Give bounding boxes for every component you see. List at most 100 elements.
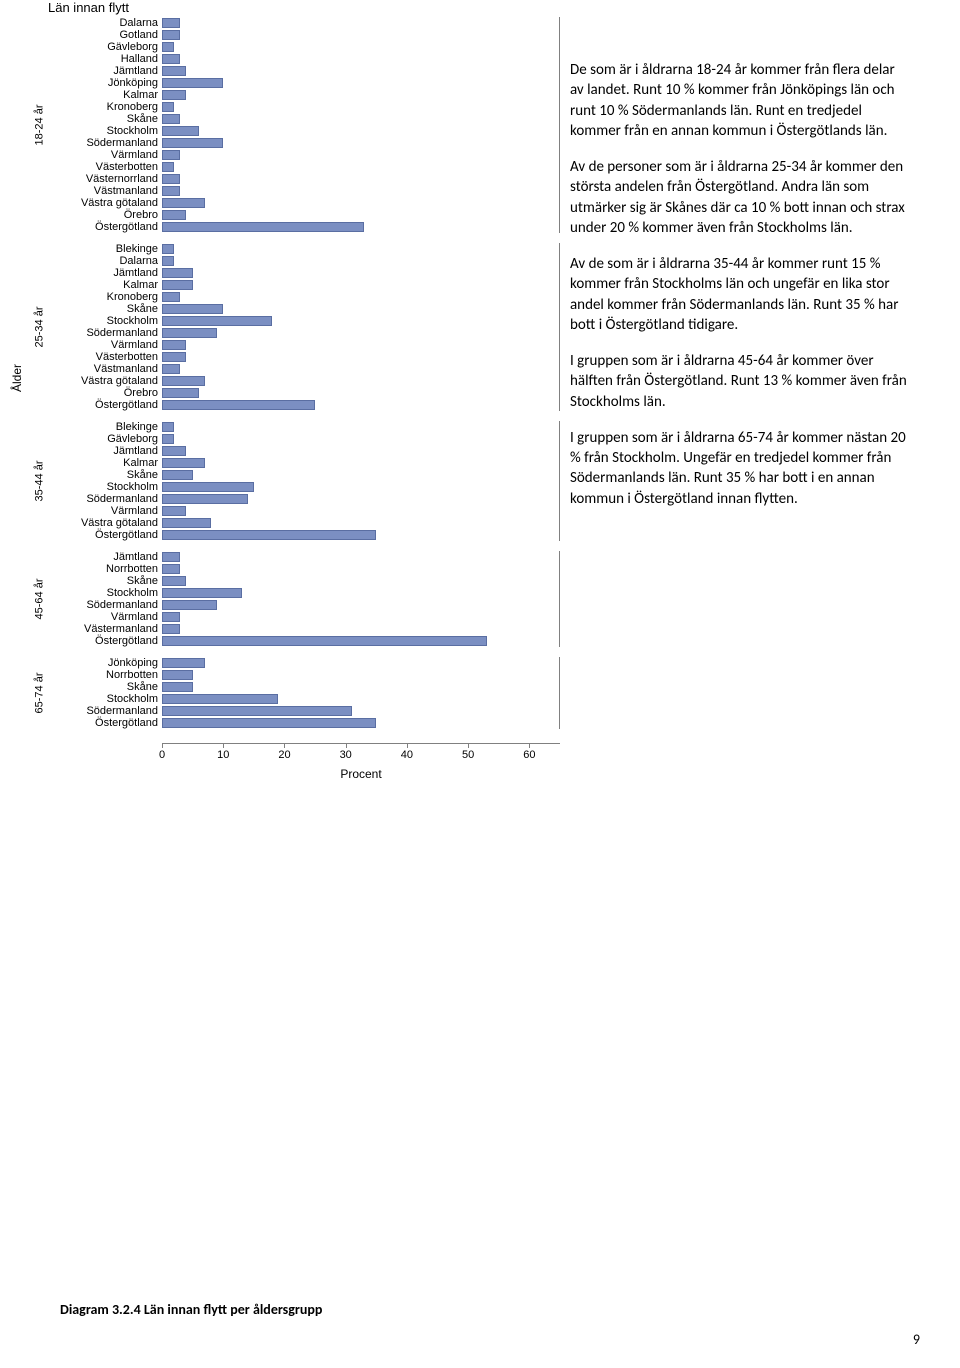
x-tick-label: 40 — [401, 749, 413, 761]
plot-cell — [162, 457, 560, 469]
plot-border-right — [559, 77, 560, 89]
bar-row: Kronoberg — [52, 291, 560, 303]
category-label: Västerbotten — [52, 351, 162, 363]
x-tick-label: 10 — [217, 749, 229, 761]
bar — [162, 222, 364, 232]
bar — [162, 636, 487, 646]
plot-border-right — [559, 279, 560, 291]
plot-cell — [162, 563, 560, 575]
bar — [162, 518, 211, 528]
plot-border-right — [559, 375, 560, 387]
plot-cell — [162, 291, 560, 303]
plot-border-right — [559, 505, 560, 517]
plot-border-right — [559, 89, 560, 101]
plot-border-right — [559, 267, 560, 279]
plot-cell — [162, 303, 560, 315]
bar-row: Gävleborg — [52, 41, 560, 53]
category-label: Dalarna — [52, 255, 162, 267]
group-label-container: 25-34 år — [26, 243, 52, 411]
category-label: Stockholm — [52, 125, 162, 137]
plot-cell — [162, 445, 560, 457]
bar-row: Värmland — [52, 611, 560, 623]
diagram-caption: Diagram 3.2.4 Län innan flytt per ålders… — [60, 1301, 322, 1318]
x-tick-label: 0 — [159, 749, 165, 761]
bar — [162, 552, 180, 562]
bar-row: Norrbotten — [52, 669, 560, 681]
plot-cell — [162, 29, 560, 41]
bar-row: Blekinge — [52, 421, 560, 433]
plot-border-right — [559, 681, 560, 693]
bar — [162, 364, 180, 374]
category-label: Jönköping — [52, 657, 162, 669]
bar — [162, 352, 186, 362]
bar — [162, 400, 315, 410]
plot-cell — [162, 185, 560, 197]
bar — [162, 210, 186, 220]
plot-cell — [162, 681, 560, 693]
plot-border-right — [559, 149, 560, 161]
plot-border-right — [559, 101, 560, 113]
bar — [162, 18, 180, 28]
category-label: Skåne — [52, 113, 162, 125]
chart-groups: 18-24 årDalarnaGotlandGävleborgHallandJä… — [26, 17, 560, 739]
bar-row: Kalmar — [52, 89, 560, 101]
plot-cell — [162, 421, 560, 433]
plot-cell — [162, 587, 560, 599]
plot-border-right — [559, 209, 560, 221]
plot-border-right — [559, 575, 560, 587]
bar — [162, 694, 278, 704]
plot-cell — [162, 717, 560, 729]
bar — [162, 530, 376, 540]
category-label: Västra götaland — [52, 375, 162, 387]
plot-border-right — [559, 611, 560, 623]
bar — [162, 174, 180, 184]
x-axis: Procent 0102030405060 — [8, 743, 560, 783]
plot-border-right — [559, 457, 560, 469]
plot-border-right — [559, 399, 560, 411]
bar-row: Kalmar — [52, 279, 560, 291]
x-axis-spacer — [8, 743, 162, 783]
chart-group: 45-64 årJämtlandNorrbottenSkåneStockholm… — [26, 551, 560, 647]
plot-cell — [162, 351, 560, 363]
bar-row: Kronoberg — [52, 101, 560, 113]
plot-border-right — [559, 243, 560, 255]
plot-border-right — [559, 363, 560, 375]
category-label: Södermanland — [52, 599, 162, 611]
bar — [162, 304, 223, 314]
plot-cell — [162, 161, 560, 173]
bar-row: Södermanland — [52, 137, 560, 149]
bar — [162, 162, 174, 172]
plot-cell — [162, 41, 560, 53]
bar-row: Jämtland — [52, 551, 560, 563]
bar-row: Västmanland — [52, 185, 560, 197]
plot-cell — [162, 125, 560, 137]
plot-cell — [162, 327, 560, 339]
plot-cell — [162, 137, 560, 149]
bar — [162, 624, 180, 634]
bar-row: Västra götaland — [52, 197, 560, 209]
bar — [162, 114, 180, 124]
x-tick — [529, 743, 530, 748]
plot-border-right — [559, 29, 560, 41]
bar-row: Västerbotten — [52, 161, 560, 173]
bar-row: Stockholm — [52, 315, 560, 327]
y-axis-label: Ålder — [10, 364, 24, 392]
bar — [162, 102, 174, 112]
plot-border-right — [559, 517, 560, 529]
category-label: Gävleborg — [52, 433, 162, 445]
bar-row: Värmland — [52, 149, 560, 161]
plot-cell — [162, 279, 560, 291]
plot-border-right — [559, 185, 560, 197]
plot-cell — [162, 575, 560, 587]
bar-row: Värmland — [52, 505, 560, 517]
bar — [162, 422, 174, 432]
group-rows: DalarnaGotlandGävleborgHallandJämtlandJö… — [52, 17, 560, 233]
bar-row: Östergötland — [52, 717, 560, 729]
x-tick — [284, 743, 285, 748]
category-label: Kronoberg — [52, 291, 162, 303]
x-tick — [223, 743, 224, 748]
category-label: Jämtland — [52, 267, 162, 279]
group-label-container: 35-44 år — [26, 421, 52, 541]
plot-cell — [162, 551, 560, 563]
plot-border-right — [559, 291, 560, 303]
